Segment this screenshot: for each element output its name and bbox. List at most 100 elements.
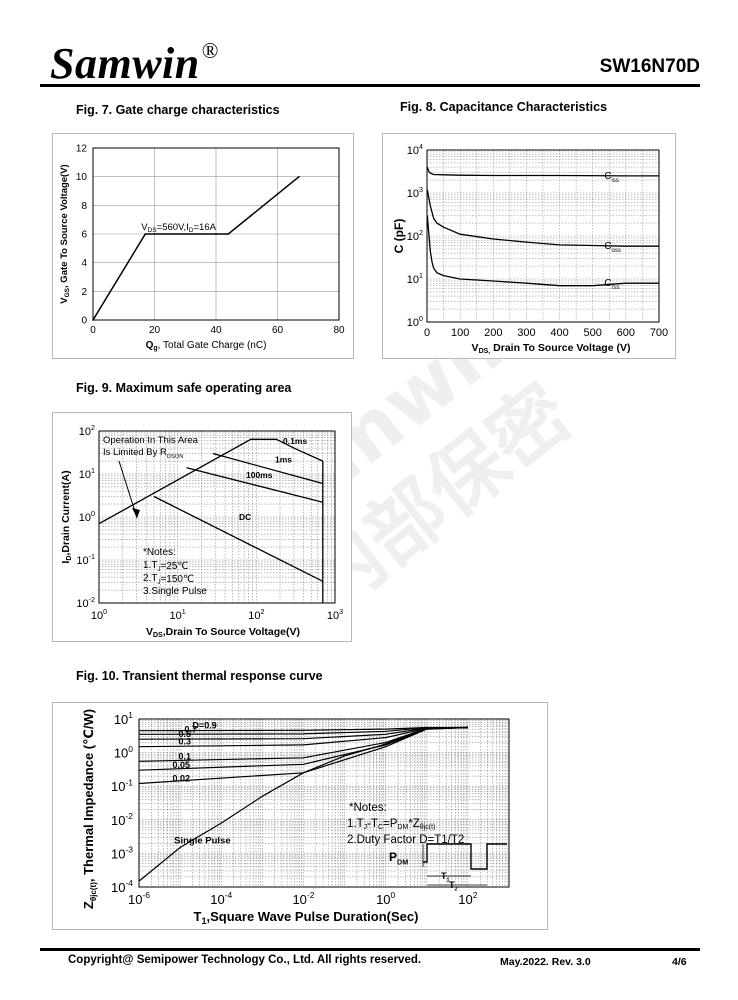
fig7-point [144, 233, 147, 235]
fig7-ytick-label: 4 [81, 258, 87, 269]
fig8-ytick-label: 103 [407, 186, 423, 200]
fig10-single-pulse-label: Single Pulse [174, 835, 231, 846]
fig7-panel: 0 20 40 60 80 0 2 4 6 8 10 12 VDS=560V,ID=16A Qg, Tot… [52, 133, 354, 359]
fig8-xtick-label: 300 [517, 327, 535, 339]
fig8-xlabel: VDS, Drain To Source Voltage (V) [472, 342, 631, 355]
fig10-ytick-label: 10-3 [111, 845, 133, 862]
fig7-xtick-label: 0 [90, 325, 96, 336]
fig8-xtick-label: 0 [424, 327, 430, 339]
fig9-ytick-label: 101 [79, 467, 95, 481]
fig7-xtick-label: 60 [272, 325, 284, 336]
fig10-ytick-label: 10-4 [111, 878, 133, 895]
fig10-series-label: 0.05 [172, 760, 190, 770]
fig10-series-label: 0.7 [184, 724, 197, 734]
fig9-arrowhead [132, 507, 140, 518]
fig9-series-100ms [186, 467, 323, 503]
fig7-chart: 0 20 40 60 80 0 2 4 6 8 10 12 VDS=560V,ID=16A Qg, Tot… [59, 144, 345, 353]
copyright-text: Copyright@ Semipower Technology Co., Ltd… [68, 954, 422, 966]
fig8-series-ciss [426, 166, 659, 177]
fig10-title: Fig. 10. Transient thermal response curv… [76, 669, 323, 683]
fig7-point [92, 319, 94, 321]
fig7-ytick-label: 8 [81, 201, 87, 212]
fig8-title: Fig. 8. Capacitance Characteristics [400, 100, 608, 114]
fig8-plot-frame [426, 149, 660, 323]
fig10-series-label: 0.5 [178, 729, 191, 739]
fig10-xtick-label: 102 [458, 890, 477, 907]
fig8-ytick-label: 104 [407, 143, 423, 157]
fig9-xtick-label: 103 [327, 608, 343, 622]
fig10-xtick-label: 10-4 [210, 890, 232, 907]
fig8-ytick-label: 100 [407, 315, 423, 329]
fig8-xtick-label: 100 [451, 327, 469, 339]
fig7-xtick-label: 80 [333, 325, 345, 336]
fig8-series-crss [426, 215, 659, 287]
fig8-xtick-label: 200 [484, 327, 502, 339]
fig10-ytick-label: 101 [114, 710, 133, 727]
fig9-note-3: 3.Single Pulse [143, 586, 207, 597]
part-number: SW16N70D [599, 56, 700, 77]
fig10-chart: 10-6 10-4 10-2 100 10210-410-310-210-1100101… [81, 709, 510, 926]
fig10-series-label: 0.3 [178, 737, 191, 747]
fig10-inset-t1: T1 [441, 871, 450, 884]
fig9-ytick-label: 100 [79, 510, 95, 524]
fig9-xtick-label: 100 [91, 608, 107, 622]
fig10-ytick-label: 100 [114, 744, 133, 761]
fig9-annotation-line1: Operation In This Area [103, 435, 199, 446]
fig7-plot-frame [92, 147, 340, 321]
fig9-chart: 100 101 102 103 10-2 10-1 100 101 102 0.1ms 1ms100… [60, 424, 343, 639]
fig9-series-01ms [98, 438, 324, 525]
fig7-ytick-label: 0 [81, 316, 87, 327]
fig7-ylabel: VGS, Gate To Source Voltage(V) [59, 164, 71, 303]
fig10-ytick-label: 10-1 [111, 777, 133, 794]
fig7-xtick-label: 20 [149, 325, 161, 336]
fig10-xlabel: T1,Square Wave Pulse Duration(Sec) [194, 909, 419, 926]
header-rule [40, 84, 700, 87]
fig8-panel: 0 100 200 300 400 500 600 700 100 101 102 103 104 Cis… [382, 133, 676, 359]
fig10-xtick-label: 100 [376, 890, 395, 907]
fig9-series-label: 1ms [275, 454, 292, 464]
fig7-ytick-label: 6 [81, 230, 87, 241]
fig8-ytick-label: 101 [407, 272, 423, 286]
fig7-point [227, 233, 230, 235]
fig10-xtick-label: 10-2 [292, 890, 314, 907]
fig9-series-1ms [212, 452, 323, 485]
page-number: 4/6 [672, 956, 687, 968]
fig8-series-label-ciss: Ciss [604, 171, 619, 184]
fig10-ytick-label: 10-2 [111, 811, 133, 828]
fig7-ytick-label: 12 [76, 144, 88, 155]
fig7-annotation: VDS=560V,ID=16A [141, 222, 216, 234]
fig7-point [298, 175, 300, 178]
fig9-title: Fig. 9. Maximum safe operating area [76, 381, 292, 395]
fig10-inset-t2: T2 [449, 880, 458, 893]
fig9-ytick-label: 102 [79, 424, 95, 438]
fig8-chart: 0 100 200 300 400 500 600 700100101102103104Cis… [392, 143, 668, 355]
fig7-xlabel: Qg, Total Gate Charge (nC) [146, 340, 267, 352]
fig10-inset-pdm: PDM [389, 850, 408, 867]
fig10-note-2: 2.Duty Factor D=T1/T2 [347, 834, 464, 846]
fig10-panel: 10-6 10-4 10-2 100 102 10-4 10-3 10-2 10-1 100 101… [52, 702, 548, 930]
fig9-xtick-label: 102 [248, 608, 264, 622]
fig10-note-1: 1.TJ-TC=PDM*Zθjc(t) [347, 818, 435, 831]
fig7-ytick-label: 2 [81, 287, 87, 298]
fig9-ytick-label: 10-2 [76, 596, 95, 610]
fig7-series-line [92, 176, 300, 321]
fig10-xtick-label: 10-6 [128, 890, 150, 907]
fig8-ylabel: C (pF) [392, 219, 406, 254]
fig10-plot-frame [138, 718, 510, 888]
fig8-series-coss [426, 189, 659, 247]
brand-logo: Samwin® [50, 38, 219, 88]
fig7-title: Fig. 7. Gate charge characteristics [76, 103, 280, 117]
fig8-series-label-coss: Coss [604, 241, 621, 254]
fig8-xtick-label: 600 [617, 327, 635, 339]
fig10-ylabel: Zθjc(t), Thermal Impedance (℃/W) [81, 709, 98, 909]
fig10-pulse-waveform [423, 843, 507, 870]
fig8-xtick-label: 400 [550, 327, 568, 339]
fig9-note-1: 1.TJ=25℃ [143, 560, 189, 573]
fig10-series-label: D=0.9 [192, 721, 216, 731]
fig7-ytick-label: 10 [76, 172, 88, 183]
fig7-xtick-label: 40 [210, 325, 222, 336]
fig9-ylabel: ID,Drain Current(A) [60, 470, 73, 563]
fig9-xlabel: VDS,Drain To Source Voltage(V) [146, 626, 300, 639]
fig9-ytick-label: 10-1 [76, 553, 95, 567]
fig9-series-label: DC [239, 512, 251, 522]
